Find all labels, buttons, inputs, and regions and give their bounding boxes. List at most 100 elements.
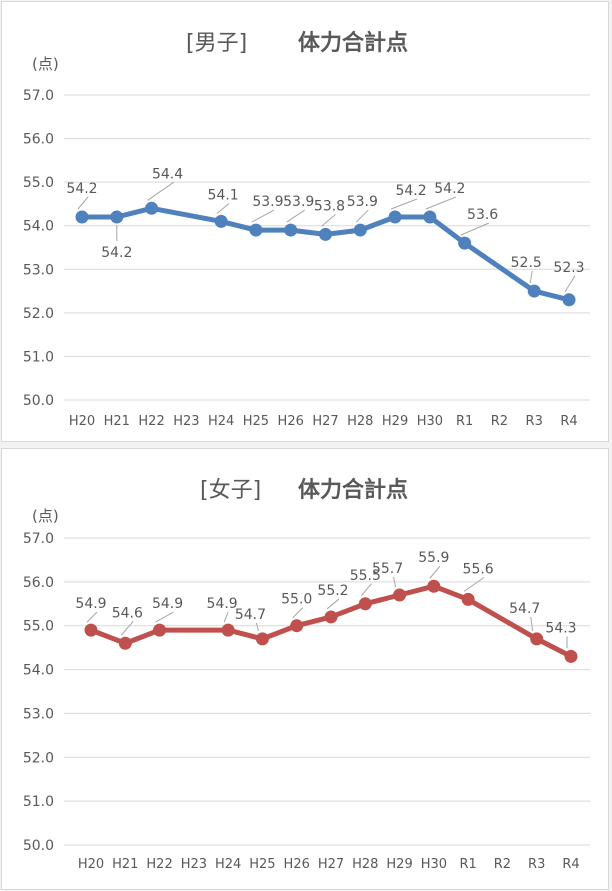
x-tick-label: R1 (459, 857, 476, 872)
data-point (458, 236, 472, 250)
data-label-leader (216, 202, 230, 214)
data-point (284, 223, 298, 237)
data-point (110, 210, 124, 224)
x-tick-label: H29 (382, 414, 408, 429)
data-point (527, 284, 541, 298)
data-label: 54.7 (235, 607, 266, 623)
data-point (530, 632, 544, 646)
data-label: 54.7 (509, 601, 540, 617)
y-tick-label: 53.0 (23, 262, 54, 278)
x-tick-label: H22 (146, 857, 172, 872)
data-point (249, 223, 263, 237)
y-tick-label: 51.0 (23, 794, 54, 810)
data-label: 55.5 (350, 568, 381, 584)
data-point (461, 592, 475, 606)
chart-title: 体力合計点 (298, 477, 408, 503)
data-label-leader (463, 576, 485, 592)
data-label: 53.9 (252, 194, 283, 210)
data-label: 55.6 (463, 561, 494, 577)
data-label: 55.2 (317, 583, 348, 599)
data-label-leader (360, 583, 372, 597)
data-point (564, 649, 578, 663)
x-tick-label: H23 (181, 857, 207, 872)
y-tick-label: 52.0 (23, 306, 54, 322)
data-label: 54.9 (207, 596, 238, 612)
x-tick-label: R3 (528, 857, 545, 872)
data-point (562, 293, 576, 307)
data-label-leader (564, 275, 576, 293)
y-tick-label: 56.0 (23, 575, 54, 591)
data-point (358, 597, 372, 611)
line-chart-male: [男子] 体力合計点 (点) 50.0 51.0 52.0 53.0 54.0 55.0 5… (23, 30, 590, 429)
y-tick-label: 55.0 (23, 175, 54, 191)
x-tick-label: H27 (318, 857, 344, 872)
data-label: 54.2 (434, 181, 465, 197)
x-tick-label: H25 (249, 857, 275, 872)
data-label: 53.6 (467, 207, 498, 223)
chart-title-prefix: [女子] (200, 478, 261, 503)
data-label: 55.0 (281, 592, 312, 608)
x-tick-label: H23 (173, 414, 199, 429)
data-label-leader (155, 611, 174, 623)
data-label: 52.3 (553, 260, 584, 276)
y-tick-label: 54.0 (23, 219, 54, 235)
data-label: 54.2 (101, 245, 132, 261)
data-point (290, 619, 304, 633)
x-tick-label: R1 (456, 414, 473, 429)
y-tick-label: 50.0 (23, 393, 54, 409)
data-label: 53.9 (347, 194, 378, 210)
x-tick-label: H30 (421, 857, 447, 872)
x-tick-label: H28 (347, 414, 373, 429)
chart-title: 体力合計点 (298, 30, 408, 56)
data-label: 55.9 (418, 550, 449, 566)
line-chart-female: [女子] 体力合計点 (点) 50.0 51.0 52.0 53.0 54.0 55.0 5… (23, 477, 590, 872)
x-tick-label: R2 (494, 857, 511, 872)
data-point (393, 588, 407, 602)
data-label-leader (425, 196, 457, 210)
data-label-leader (326, 598, 340, 610)
data-label-leader (251, 209, 275, 223)
data-label: 54.1 (208, 187, 239, 203)
data-label-leader (292, 607, 304, 619)
y-tick-label: 56.0 (23, 132, 54, 148)
x-tick-label: H24 (215, 857, 241, 872)
y-tick-label: 54.0 (23, 663, 54, 679)
y-tick-label: 51.0 (23, 349, 54, 365)
x-tick-label: H20 (69, 414, 95, 429)
data-label: 54.2 (395, 183, 426, 199)
y-tick-label: 52.0 (23, 750, 54, 766)
data-label-leader (390, 198, 418, 210)
data-label-leader (530, 616, 534, 631)
data-point (145, 201, 159, 215)
data-label-leader (255, 622, 259, 631)
data-point (214, 214, 228, 228)
data-point (84, 623, 98, 637)
data-label: 55.7 (372, 561, 403, 577)
x-tick-label: H24 (208, 414, 234, 429)
data-label: 54.9 (75, 596, 106, 612)
data-label-leader (460, 222, 489, 236)
y-tick-label: 53.0 (23, 706, 54, 722)
data-point (75, 210, 89, 224)
y-tick-label: 57.0 (23, 531, 54, 547)
x-tick-label: H26 (284, 857, 310, 872)
data-label-leader (223, 611, 229, 623)
chart-panel-male: [男子] 体力合計点 (点) 50.0 51.0 52.0 53.0 54.0 55.0 5… (1, 1, 609, 442)
chart-title-prefix: [男子] (186, 31, 247, 56)
data-label: 54.9 (152, 596, 183, 612)
x-tick-label: H29 (386, 857, 412, 872)
x-tick-label: R4 (562, 857, 579, 872)
x-tick-label: H26 (278, 414, 304, 429)
data-label: 54.2 (66, 181, 97, 197)
data-point (353, 223, 367, 237)
x-tick-label: H25 (243, 414, 269, 429)
data-point (427, 579, 441, 593)
y-tick-label: 55.0 (23, 619, 54, 635)
data-label-leader (355, 209, 369, 223)
data-point (221, 623, 235, 637)
chart-panel-female: [女子] 体力合計点 (点) 50.0 51.0 52.0 53.0 54.0 55.0 5… (1, 448, 609, 890)
data-label-leader (120, 620, 134, 636)
data-label: 52.5 (511, 255, 542, 271)
y-unit-label: (点) (32, 507, 59, 525)
y-unit-label: (点) (32, 55, 59, 73)
